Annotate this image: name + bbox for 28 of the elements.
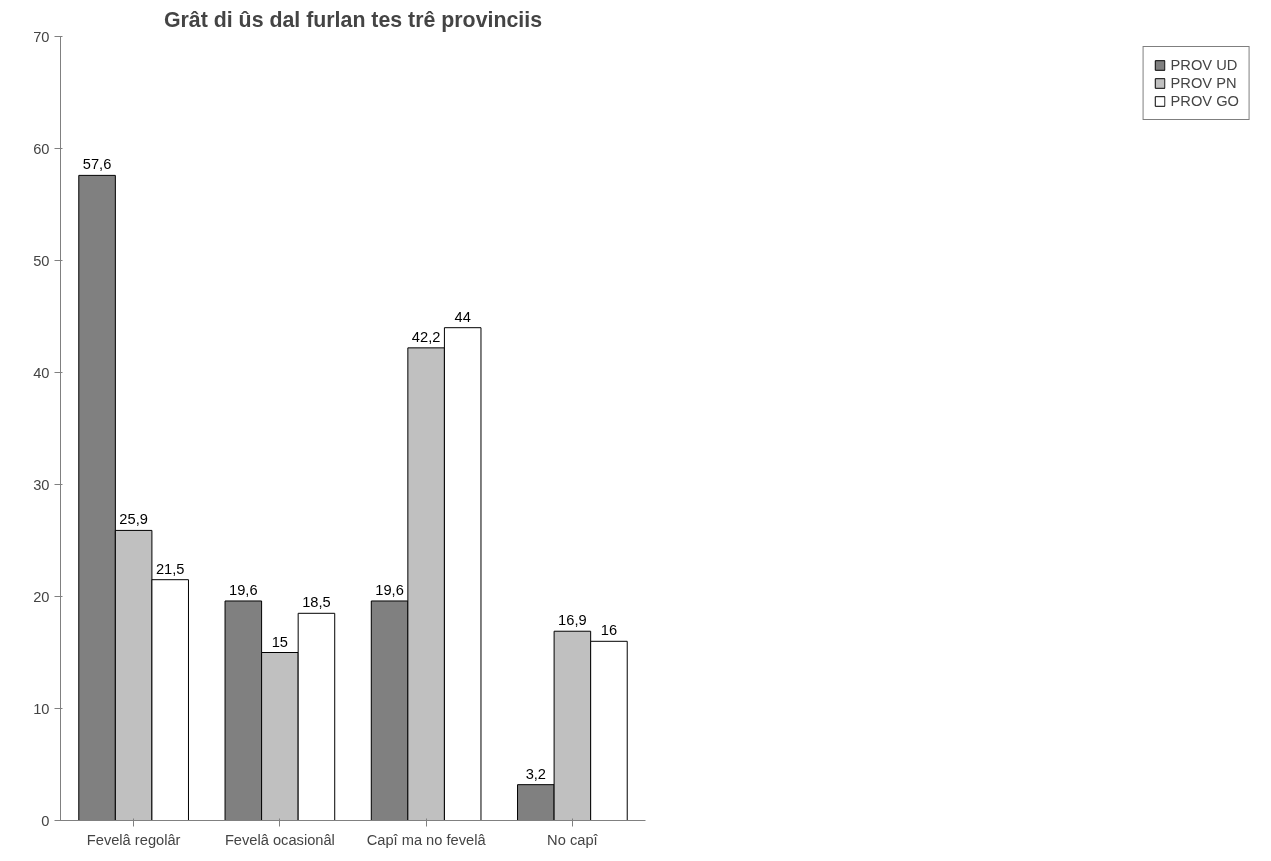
legend-label: PROV UD — [1170, 57, 1238, 73]
chart-title: Grât di ûs dal furlan tes trê provinciis — [163, 7, 543, 32]
y-tick-label: 20 — [33, 588, 50, 605]
data-label: 42,2 — [411, 328, 441, 345]
data-label: 18,5 — [302, 594, 331, 611]
y-tick-label: 60 — [33, 140, 50, 157]
data-label: 19,6 — [375, 581, 404, 598]
data-label: 3,2 — [525, 765, 546, 782]
x-tick-label: No capî — [547, 831, 599, 848]
data-label: 16,9 — [558, 612, 587, 629]
y-tick-label: 50 — [33, 252, 50, 269]
x-tick-label: Capî ma no fevelâ — [366, 831, 487, 848]
x-tick-label: Fevelâ ocasionâl — [224, 831, 335, 848]
data-label: 57,6 — [82, 156, 112, 173]
data-label: 44 — [454, 308, 471, 325]
data-label: 15 — [271, 633, 289, 650]
y-tick-label: 30 — [33, 476, 50, 493]
data-label: 19,6 — [229, 581, 258, 598]
data-label: 21,5 — [155, 560, 185, 577]
data-label: 25,9 — [119, 511, 148, 528]
y-tick-label: 0 — [41, 812, 50, 829]
legend-label: PROV PN — [1170, 75, 1237, 91]
x-tick-label: Fevelâ regolâr — [86, 831, 181, 848]
y-tick-label: 40 — [33, 364, 50, 381]
legend-label: PROV GO — [1170, 93, 1239, 109]
y-tick-label: 70 — [33, 28, 50, 45]
data-label: 16 — [600, 622, 618, 639]
y-tick-label: 10 — [33, 700, 50, 717]
